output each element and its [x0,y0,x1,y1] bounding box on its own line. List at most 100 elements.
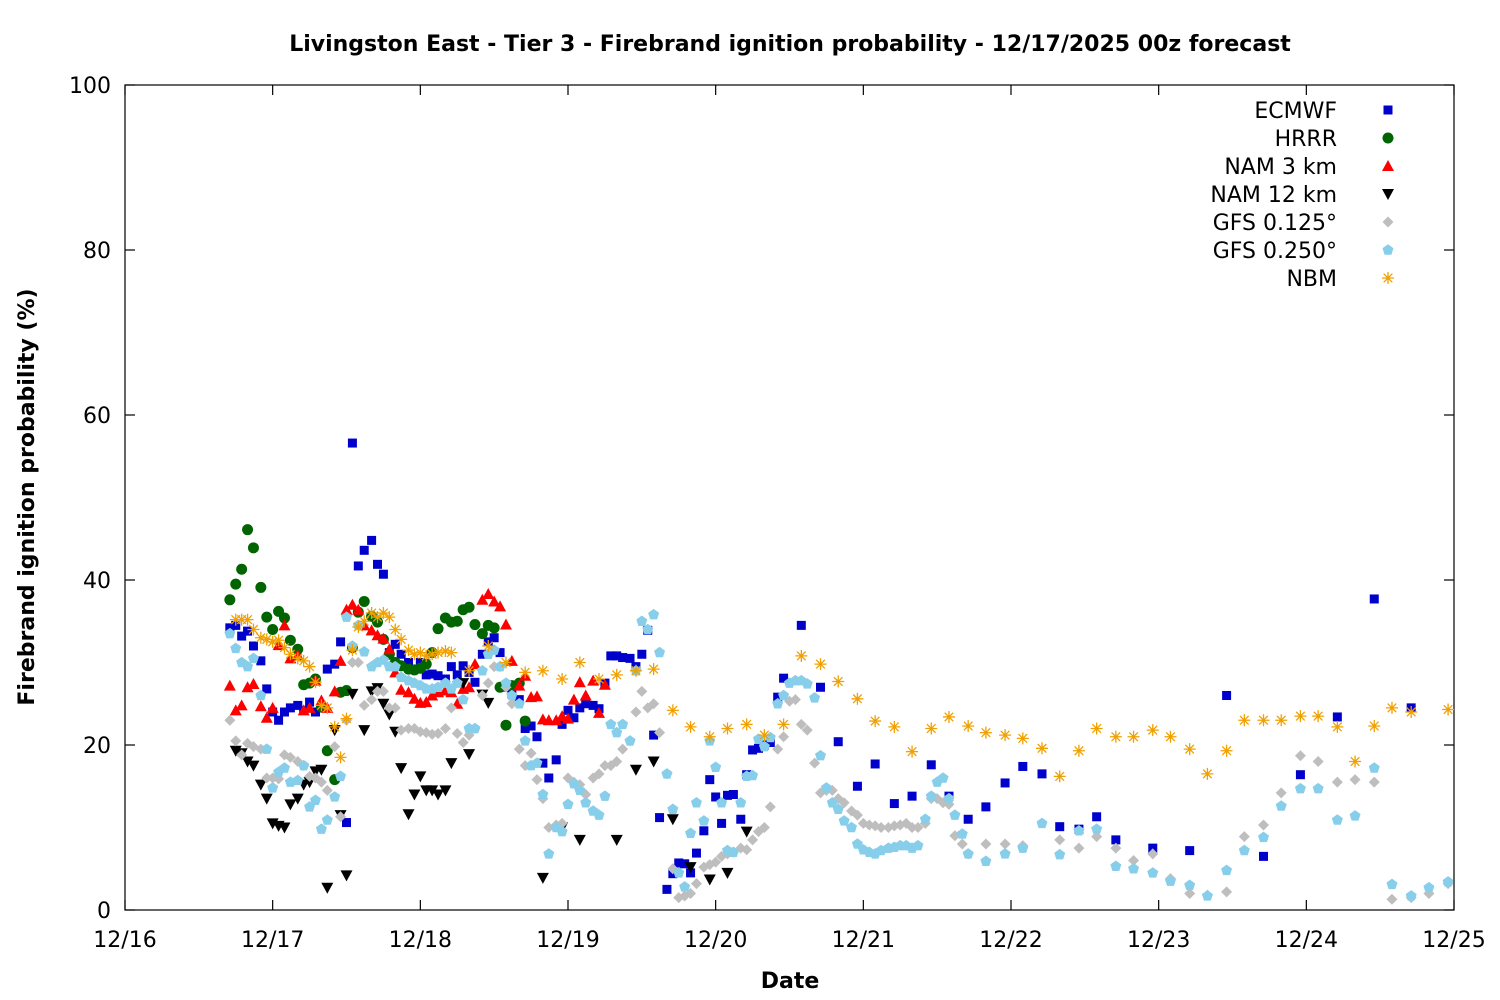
data-point [703,874,716,886]
data-point [593,706,606,718]
data-point [1257,714,1270,727]
data-point [912,822,924,833]
legend: ECMWF HRRR NAM 3 km NAM 12 km GFS 0.125° GFS … [1210,99,1394,292]
data-point [1331,720,1344,733]
x-axis-label: Date [761,969,820,994]
x-tick-label: 12/18 [389,928,452,953]
data-point [685,827,697,838]
data-point [335,811,347,823]
data-point [229,704,242,716]
data-point [1073,825,1085,836]
data-point [352,657,364,668]
data-point [625,653,635,663]
data-point [402,644,415,657]
data-point [1146,724,1159,737]
data-point [956,828,968,839]
data-point [415,658,425,667]
data-point [309,676,322,689]
data-point [551,755,561,765]
y-tick-label: 20 [83,734,111,759]
data-point [809,692,821,703]
data-point [488,622,500,634]
data-point [1128,855,1140,866]
data-point [956,838,968,850]
data-point [1221,886,1233,898]
data-point [1184,879,1196,890]
data-point [567,693,580,705]
data-point [1221,864,1233,876]
data-point [377,607,390,619]
data-point [579,689,592,701]
data-point [482,588,495,600]
data-point [1442,876,1454,887]
data-point [999,848,1011,859]
data-point [937,772,949,783]
data-point [248,641,258,651]
y-tick-label: 100 [69,74,111,99]
data-point [279,707,289,717]
data-point [321,882,334,894]
data-point [519,735,531,746]
x-tick-label: 12/16 [93,928,156,953]
data-point [390,639,400,649]
data-point [826,796,838,808]
data-point [237,631,247,641]
data-point [1037,769,1047,779]
data-point [1238,714,1251,727]
data-point [735,796,747,808]
data-point [1257,831,1270,843]
data-point [611,726,623,738]
data-point [981,802,991,812]
data-point [506,698,518,710]
data-point [765,738,775,748]
data-point [747,769,759,781]
data-point [851,838,863,849]
data-point [506,689,518,701]
data-point [383,611,396,624]
data-point [587,674,600,686]
data-point [888,720,901,733]
x-tick-label: 12/21 [832,928,895,953]
data-point [513,679,526,691]
legend-marker [1382,244,1394,255]
data-point [291,793,304,805]
data-point [1331,776,1343,788]
data-point [942,710,955,723]
data-point [1127,730,1140,743]
data-point [980,855,992,867]
data-point [1368,776,1380,788]
data-point [334,654,347,666]
data-point [629,764,642,776]
data-point [593,673,606,685]
data-point [711,792,721,802]
data-point [925,722,938,735]
data-point [801,678,813,689]
data-point [1054,848,1066,860]
data-point [999,729,1012,742]
data-point [698,815,710,826]
data-point [254,631,267,644]
data-point [262,684,272,694]
data-point [284,751,296,763]
legend-marker [1382,160,1394,171]
data-point [851,692,864,705]
data-point [266,701,279,713]
data-point [1294,782,1306,794]
data-point [1312,782,1324,794]
data-point [395,724,407,736]
data-point [519,715,531,727]
data-point [247,623,260,636]
data-point [1368,720,1381,733]
data-point [432,646,445,659]
data-point [610,668,623,681]
data-point [408,648,421,661]
data-point [906,745,919,758]
data-point [1091,823,1103,834]
data-point [1222,691,1232,700]
data-point [488,644,500,655]
data-point [346,598,359,610]
data-point [636,685,648,697]
data-point [396,649,406,659]
data-point [1386,878,1398,890]
